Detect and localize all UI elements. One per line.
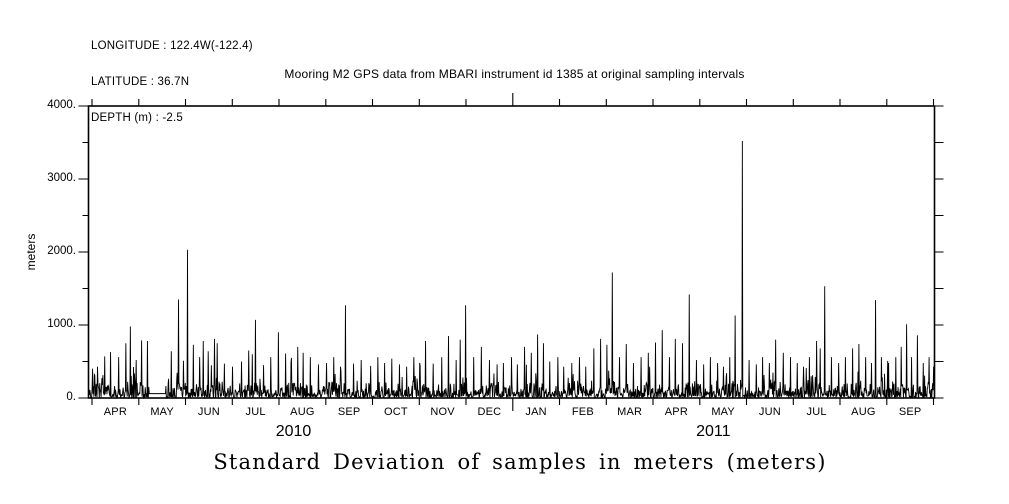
metadata-block: LONGITUDE : 122.4W(-122.4) LATITUDE : 36… <box>91 16 253 148</box>
y-tick-label: 1000. <box>47 318 76 330</box>
depth-label: DEPTH (m) : -2.5 <box>91 112 184 124</box>
y-tick-label: 2000. <box>47 245 76 257</box>
axis-ticks <box>78 93 944 411</box>
stddev-series-line <box>88 141 935 400</box>
x-tick-label: DEC <box>477 406 502 418</box>
x-tick-label: APR <box>103 406 127 418</box>
x-tick-label: FEB <box>571 406 594 418</box>
x-tick-label: JUN <box>197 406 220 418</box>
x-tick-label: SEP <box>337 406 361 418</box>
x-tick-label: OCT <box>383 406 408 418</box>
year-label: 2010 <box>275 423 312 440</box>
x-tick-label: AUG <box>290 406 315 418</box>
x-tick-label: MAY <box>711 406 735 418</box>
x-tick-label: APR <box>664 406 688 418</box>
year-label: 2011 <box>696 423 731 440</box>
x-axis-title: Standard Deviation of samples in meters … <box>213 450 827 474</box>
y-tick-label: 3000. <box>47 172 76 184</box>
y-tick-label: 0. <box>66 391 76 403</box>
x-tick-label: MAY <box>150 406 174 418</box>
latitude-label: LATITUDE : 36.7N <box>91 76 190 88</box>
chart-title: Mooring M2 GPS data from MBARI instrumen… <box>284 67 745 81</box>
x-tick-label: JUL <box>245 406 266 418</box>
longitude-label: LONGITUDE : 122.4W(-122.4) <box>91 40 253 52</box>
x-tick-label: MAR <box>617 406 643 418</box>
x-tick-label: NOV <box>430 406 455 418</box>
x-tick-label: JUN <box>758 406 781 418</box>
x-tick-label: JUL <box>806 406 827 418</box>
plot-frame <box>87 105 936 399</box>
y-tick-label: 4000. <box>47 99 76 111</box>
x-tick-label: SEP <box>898 406 922 418</box>
x-tick-label: JAN <box>525 406 547 418</box>
x-tick-label: AUG <box>851 406 876 418</box>
